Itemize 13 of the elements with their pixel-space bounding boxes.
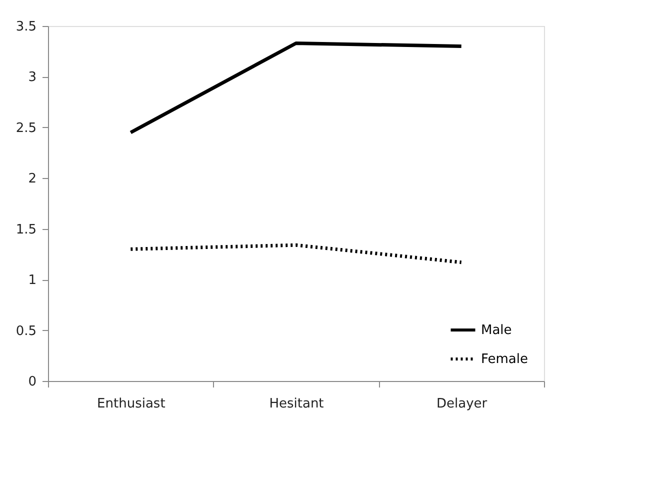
x-tick-label: Hesitant [269,396,324,412]
x-tick-label: Enthusiast [97,396,166,412]
y-tick-label: 2.5 [16,120,36,136]
legend-label: Male [481,323,512,338]
legend-label: Female [481,352,528,367]
y-tick-label: 2 [28,172,36,187]
y-tick-label: 3 [28,70,36,86]
y-tick-label: 1.5 [16,222,36,238]
y-tick-label: 0.5 [16,324,36,339]
x-tick-label: Delayer [436,396,488,412]
y-tick-label: 0 [28,374,36,390]
y-tick-label: 3.5 [16,20,36,34]
y-tick-label: 1 [28,273,36,288]
